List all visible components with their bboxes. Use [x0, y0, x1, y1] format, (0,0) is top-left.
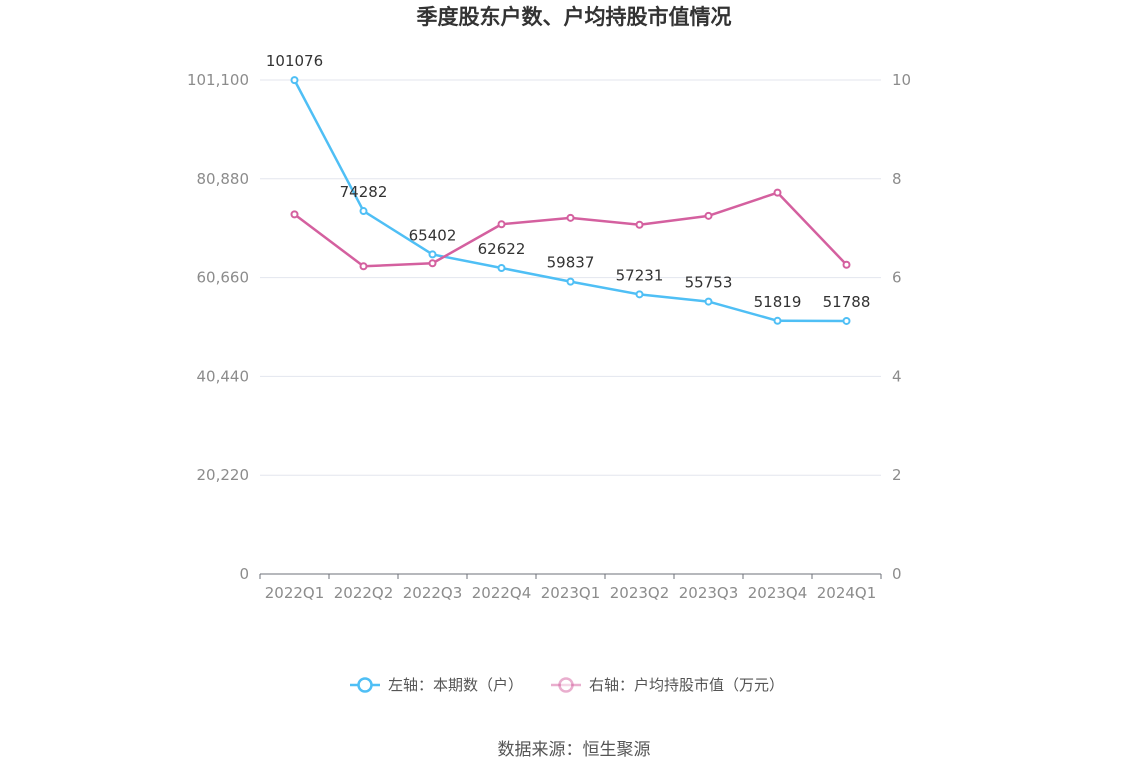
data-label: 51819: [754, 293, 802, 311]
data-point-right: [704, 211, 713, 220]
x-tick-label: 2023Q3: [679, 584, 739, 602]
chart-title: 季度股东户数、户均持股市值情况: [417, 5, 732, 29]
data-label: 51788: [823, 293, 871, 311]
legend-item-left[interactable]: 左轴：本期数（户）: [350, 676, 523, 694]
y-right-tick-label: 8: [892, 170, 902, 188]
axes: 0 20,220 40,440 60,660 80,880 101,100 0 2 4 6 8 10 2…: [187, 71, 911, 602]
y-left-tick-label: 40,440: [197, 367, 250, 385]
x-tick-label: 2023Q2: [610, 584, 670, 602]
data-point-right: [842, 260, 851, 269]
data-point-left: [773, 316, 782, 325]
y-left-tick-label: 0: [239, 565, 249, 583]
data-point-left: [635, 290, 644, 299]
source-note: 数据来源：恒生聚源: [498, 740, 651, 760]
data-point-right: [566, 213, 575, 222]
y-right-tick-label: 4: [892, 367, 902, 385]
legend-marker: [357, 677, 373, 693]
legend-marker: [558, 677, 574, 693]
data-point-right: [773, 188, 782, 197]
y-left-tick-label: 20,220: [197, 466, 250, 484]
y-right-tick-label: 6: [892, 269, 902, 287]
legend-label: 右轴：户均持股市值（万元）: [589, 676, 784, 694]
legend[interactable]: 左轴：本期数（户） 右轴：户均持股市值（万元）: [350, 676, 784, 694]
legend-label: 左轴：本期数（户）: [388, 676, 523, 694]
x-tick-label: 2023Q1: [541, 584, 601, 602]
x-tick-label: 2022Q2: [334, 584, 394, 602]
data-point-left: [359, 207, 368, 216]
data-label: 62622: [478, 240, 526, 258]
y-right-tick-label: 0: [892, 565, 902, 583]
data-label: 101076: [266, 52, 323, 70]
y-left-tick-label: 101,100: [187, 71, 249, 89]
x-tick-label: 2023Q4: [748, 584, 808, 602]
grid-lines: [260, 79, 881, 476]
x-tick-label: 2022Q1: [265, 584, 325, 602]
data-point-left: [704, 297, 713, 306]
data-label: 55753: [685, 274, 733, 292]
data-point-left: [497, 264, 506, 273]
x-tick-label: 2022Q3: [403, 584, 463, 602]
y-right-tick-label: 10: [892, 71, 911, 89]
data-labels: 101076 74282 65402 62622 59837 57231 55753 5181…: [266, 52, 870, 311]
data-label: 65402: [409, 226, 457, 244]
legend-item-right[interactable]: 右轴：户均持股市值（万元）: [551, 676, 784, 694]
data-point-right: [359, 262, 368, 271]
series: [290, 76, 851, 325]
data-point-left: [566, 277, 575, 286]
data-point-right: [428, 259, 437, 268]
data-point-right: [497, 220, 506, 229]
y-right-tick-label: 2: [892, 466, 902, 484]
x-tick-label: 2024Q1: [817, 584, 877, 602]
data-point-left: [842, 316, 851, 325]
y-left-tick-label: 60,660: [197, 269, 250, 287]
data-label: 74282: [340, 183, 388, 201]
data-point-left: [290, 76, 299, 85]
data-label: 59837: [547, 254, 595, 272]
data-point-right: [635, 220, 644, 229]
data-point-right: [290, 210, 299, 219]
x-tick-label: 2022Q4: [472, 584, 532, 602]
data-point-left: [428, 250, 437, 259]
y-left-tick-label: 80,880: [197, 170, 250, 188]
data-label: 57231: [616, 266, 664, 284]
